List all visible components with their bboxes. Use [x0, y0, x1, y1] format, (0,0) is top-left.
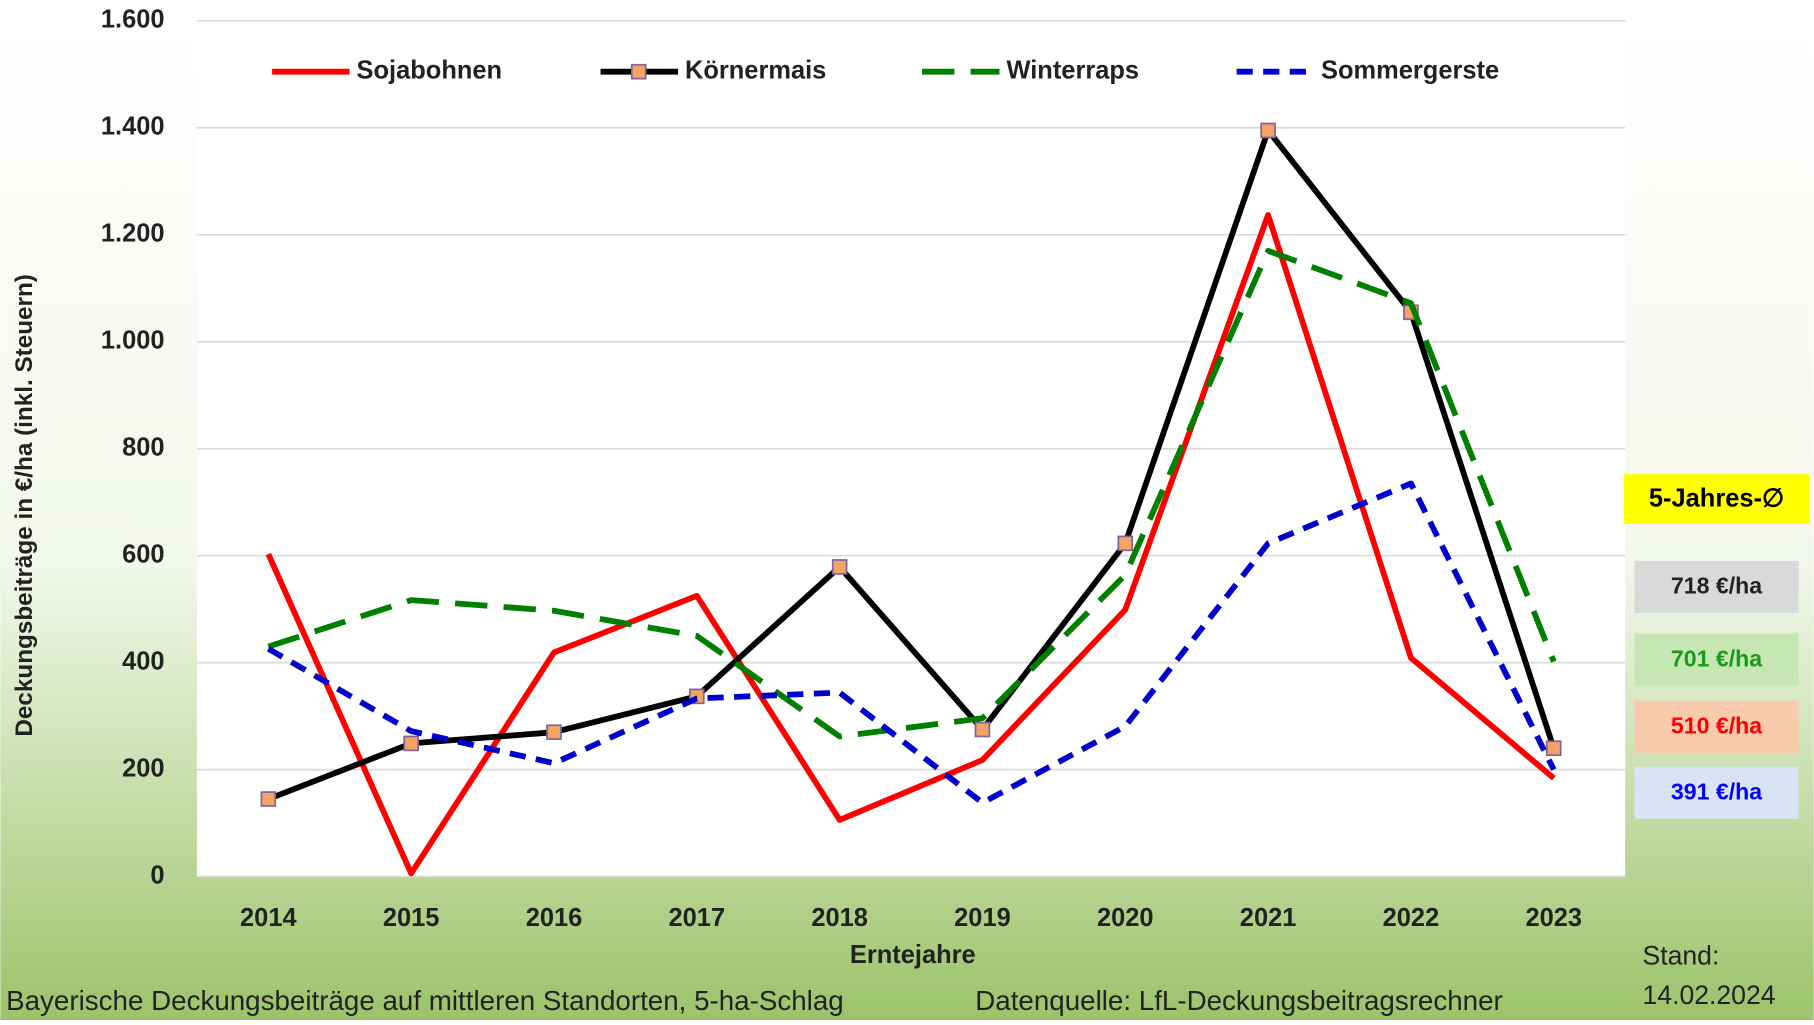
y-tick-label: 0	[150, 861, 164, 889]
legend-marker	[630, 63, 647, 80]
average-label: 701 €/ha	[1671, 645, 1762, 671]
x-tick-label: 2022	[1383, 904, 1440, 932]
y-tick-label: 1.400	[101, 113, 165, 141]
average-box	[1634, 700, 1799, 753]
point-marker	[974, 721, 991, 738]
x-tick-label: 2016	[526, 904, 583, 932]
point-marker	[260, 791, 277, 807]
x-tick-label: 2023	[1525, 904, 1582, 932]
point-marker	[1545, 740, 1562, 757]
average-title: 5-Jahres-∅	[1649, 484, 1784, 512]
y-tick-label: 1.600	[101, 6, 165, 34]
series-line	[267, 127, 1557, 802]
legend-label: Körnermais	[685, 56, 826, 84]
footer-left: Bayerische Deckungsbeiträge auf mittlere…	[6, 985, 844, 1016]
series-line	[265, 212, 1556, 877]
x-tick-label: 2019	[954, 904, 1011, 932]
x-tick-label: 2018	[811, 904, 868, 932]
x-tick-label: 2014	[240, 904, 297, 932]
stand-label: Stand:	[1643, 941, 1720, 971]
average-title-box	[1624, 474, 1810, 524]
point-marker	[546, 724, 562, 740]
y-tick-label: 800	[122, 433, 164, 461]
legend-label: Winterraps	[1006, 56, 1139, 84]
y-tick-label: 600	[122, 540, 164, 568]
x-tick-label: 2017	[669, 904, 726, 932]
point-marker	[831, 559, 848, 575]
y-tick-label: 1.200	[101, 219, 165, 247]
average-label: 510 €/ha	[1671, 713, 1762, 739]
x-axis-label: Erntejahre	[850, 941, 976, 969]
average-label: 391 €/ha	[1671, 778, 1762, 804]
average-label: 718 €/ha	[1671, 573, 1762, 599]
series-line	[267, 247, 1557, 740]
plot-area	[196, 0, 1626, 877]
legend-label: Sommergerste	[1321, 56, 1499, 84]
y-tick-label: 400	[122, 647, 164, 675]
point-marker	[403, 735, 419, 752]
y-axis-label: Deckungsbeiträge in €/ha (inkl. Steuern)	[11, 274, 38, 737]
y-tick-label: 1.000	[101, 326, 165, 354]
legend-label: Sojabohnen	[357, 56, 503, 84]
x-tick-label: 2020	[1097, 904, 1154, 932]
stand-date: 14.02.2024	[1643, 980, 1776, 1010]
footer-source: Datenquelle: LfL-Deckungsbeitragsrechner	[975, 985, 1503, 1016]
point-marker	[1117, 535, 1134, 552]
point-marker	[1260, 122, 1276, 139]
series-line	[266, 480, 1557, 806]
x-tick-label: 2015	[383, 904, 440, 932]
average-box	[1634, 766, 1799, 819]
average-box	[1634, 560, 1799, 613]
x-tick-label: 2021	[1240, 904, 1297, 932]
y-tick-label: 200	[122, 754, 164, 782]
average-box	[1634, 633, 1799, 686]
